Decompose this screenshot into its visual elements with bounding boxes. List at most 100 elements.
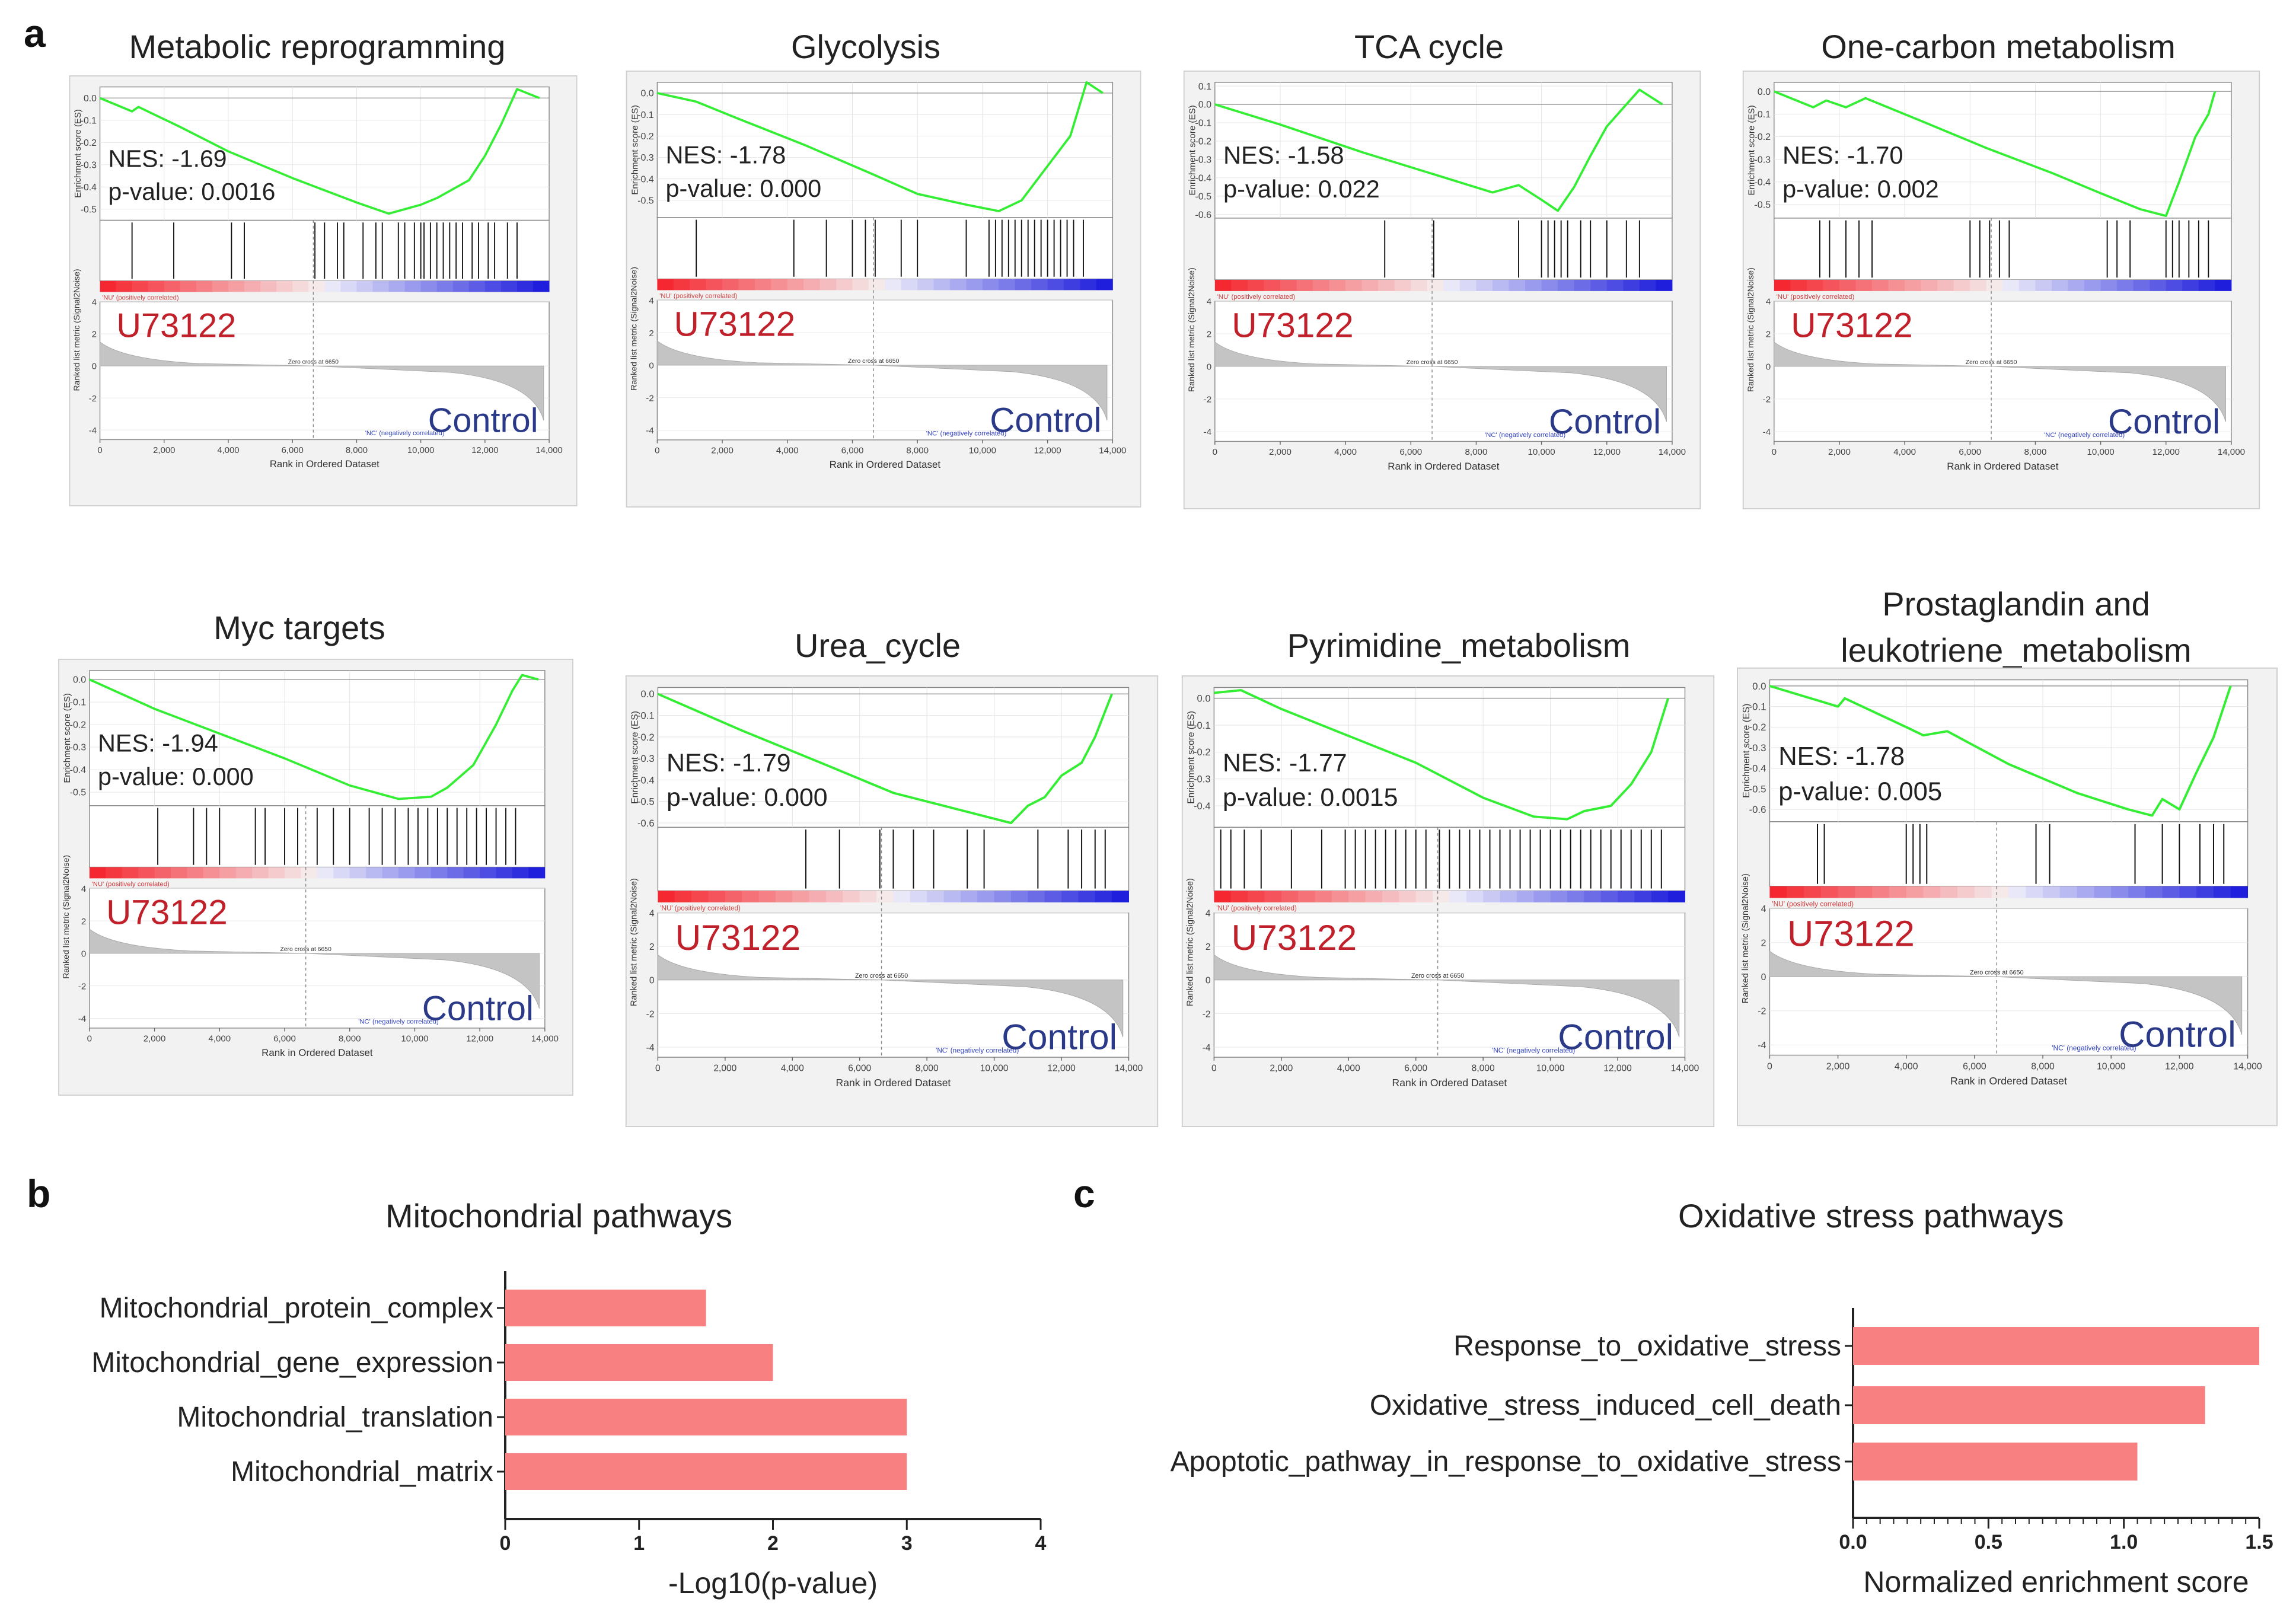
x-axis-label: Rank in Ordered Dataset <box>270 458 380 470</box>
x-tick-label: 6,000 <box>841 446 864 456</box>
x-tick-label: 10,000 <box>2087 447 2114 457</box>
es-tick-label: -0.4 <box>1194 800 1211 812</box>
ranked-color-segment <box>758 891 776 902</box>
ranked-color-segment <box>1298 891 1316 902</box>
gsea-title: Prostaglandin and leukotriene_metabolism <box>1841 585 2192 669</box>
es-axis-label: Enrichment score (ES) <box>630 711 640 804</box>
es-axis-label: Enrichment score (ES) <box>74 109 83 198</box>
bar <box>505 1344 773 1381</box>
ranked-color-segment <box>324 280 341 292</box>
es-tick-label: -0.2 <box>81 138 97 148</box>
ranked-color-segment <box>132 280 149 292</box>
ranked-color-segment <box>1574 279 1591 291</box>
ranked-color-segment <box>512 867 529 879</box>
metric-tick-label: 4 <box>81 884 86 894</box>
nes-value: NES: -1.58 <box>1223 141 1344 169</box>
ranked-color-segment <box>317 867 334 879</box>
p-value-prefix: p-value: <box>98 762 192 790</box>
es-tick-label: -0.2 <box>637 132 654 142</box>
p-value: p-value: 0.0016 <box>109 178 276 205</box>
positively-correlated-label: 'NU' (positively correlated) <box>660 905 741 913</box>
ranked-color-segment <box>1606 279 1624 291</box>
group-label-u73122: U73122 <box>1791 306 1912 344</box>
ranked-color-segment <box>219 867 237 879</box>
ranked-color-segment <box>1855 279 1873 291</box>
panel-label-c: c <box>1073 1172 1095 1215</box>
ranked-color-segment <box>803 279 821 291</box>
panel-label-b: b <box>27 1172 51 1215</box>
group-label-u73122: U73122 <box>1232 917 1357 958</box>
ranked-color-segment <box>2230 886 2249 898</box>
es-tick-label: -0.5 <box>1749 783 1766 795</box>
x-tick-label: 4,000 <box>781 1063 804 1073</box>
ranked-color-segment <box>171 867 187 879</box>
x-tick-label: 12,000 <box>471 446 498 455</box>
ranked-color-segment <box>1064 279 1080 291</box>
ranked-color-segment <box>1476 279 1493 291</box>
nes-prefix: NES: <box>666 141 730 168</box>
ranked-color-segment <box>1365 891 1383 902</box>
ranked-color-segment <box>1970 279 1987 291</box>
ranked-color-segment <box>1533 891 1551 902</box>
ranked-color-segment <box>2145 886 2163 898</box>
x-tick-label: 8,000 <box>906 446 929 456</box>
bar-x-axis-label: -Log10(p-value) <box>668 1566 878 1600</box>
mitochondrial-bar-chart: Mitochondrial_protein_complex Mitochondri… <box>91 1271 1047 1600</box>
nes-prefix: NES: <box>1223 141 1288 169</box>
metric-tick-label: 0 <box>649 361 653 371</box>
ranked-color-segment <box>2018 279 2036 291</box>
ranked-color-segment <box>658 891 675 902</box>
ranked-color-segment <box>2100 279 2118 291</box>
ranked-color-segment <box>742 891 760 902</box>
gsea-title: Glycolysis <box>790 28 941 65</box>
es-tick-label: 0.0 <box>1197 693 1211 704</box>
x-tick-label: 14,000 <box>535 446 562 455</box>
ranked-color-segment <box>1280 279 1297 291</box>
es-tick-label: -0.3 <box>637 153 654 163</box>
es-tick-label: -0.4 <box>1195 173 1211 183</box>
ranked-color-segment <box>2051 279 2068 291</box>
x-tick-label: 4,000 <box>1337 1063 1360 1073</box>
es-axis-label: Enrichment score (ES) <box>62 693 72 783</box>
ranked-color-segment <box>1483 891 1501 902</box>
ranked-color-segment <box>977 891 995 902</box>
ranked-color-segment <box>1078 891 1096 902</box>
es-plot-area <box>657 687 1130 828</box>
es-axis-label: Enrichment score (ES) <box>1186 711 1196 804</box>
ranked-color-segment <box>1247 279 1264 291</box>
zero-cross-label: Zero cross at 6650 <box>288 359 339 365</box>
x-tick-label: 0 <box>1213 447 1217 457</box>
ranked-color-segment <box>771 279 788 291</box>
ranked-color-segment <box>528 867 546 879</box>
ranked-color-segment <box>2133 279 2150 291</box>
ranked-color-segment <box>706 279 723 291</box>
es-axis-label: Enrichment score (ES) <box>1747 105 1757 195</box>
es-tick-label: 0.0 <box>84 94 97 104</box>
x-tick-label: 14,000 <box>1671 1063 1699 1073</box>
p-value: p-value: 0.002 <box>1782 175 1939 203</box>
ranked-color-segment <box>1872 279 1889 291</box>
ranked-color-segment <box>116 280 133 292</box>
x-tick-label: 6,000 <box>1404 1063 1427 1073</box>
ranked-color-segment <box>212 280 229 292</box>
ranked-color-segment <box>1639 279 1656 291</box>
ranked-color-segment <box>1889 886 1907 898</box>
metric-tick-label: 4 <box>1761 904 1766 914</box>
positively-correlated-label: 'NU' (positively correlated) <box>1217 293 1296 301</box>
x-tick-label: 4,000 <box>1895 1061 1918 1071</box>
ranked-color-segment <box>1509 279 1526 291</box>
nes-prefix: NES: <box>1223 749 1289 777</box>
es-plot-area <box>89 670 546 806</box>
p-value-number: 0.000 <box>192 762 254 790</box>
ranked-color-segment <box>2162 886 2180 898</box>
ranked-color-segment <box>516 280 534 292</box>
gsea-title: Urea_cycle <box>794 627 961 664</box>
group-label-control: Control <box>1002 1016 1117 1057</box>
ranked-color-segment <box>1466 891 1484 902</box>
x-tick-label: 4,000 <box>217 446 239 455</box>
x-tick-label: 12,000 <box>1047 1063 1076 1073</box>
ranked-color-segment <box>1656 279 1673 291</box>
ranked-color-segment <box>825 891 843 902</box>
enrichment-score-line <box>657 693 1113 825</box>
ranked-color-segment <box>933 279 951 291</box>
